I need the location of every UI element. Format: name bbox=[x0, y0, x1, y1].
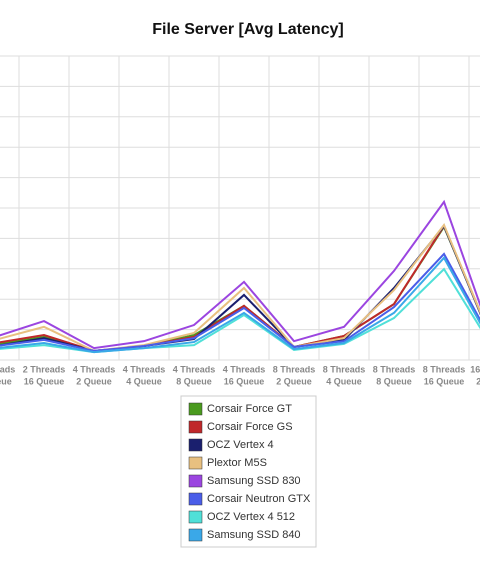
x-tick-label: 4 Threads bbox=[173, 364, 216, 374]
series-line bbox=[0, 223, 480, 352]
legend-label: Corsair Neutron GTX bbox=[207, 493, 311, 505]
legend bbox=[180, 395, 317, 548]
x-tick-label: 16 Queue bbox=[424, 376, 465, 386]
series-line bbox=[0, 256, 480, 354]
x-tick-label: 16 Queue bbox=[224, 376, 265, 386]
x-tick-label: 8 Threads bbox=[423, 364, 466, 374]
legend-label: Samsung SSD 840 bbox=[207, 529, 301, 541]
series-line bbox=[0, 224, 480, 352]
x-tick-label: 8 Queue bbox=[0, 376, 12, 386]
x-tick-label: 2 Queue bbox=[76, 376, 112, 386]
x-tick-label: 4 Threads bbox=[123, 364, 166, 374]
grid bbox=[0, 55, 480, 361]
x-tick-label: 2 Queue bbox=[476, 376, 480, 386]
series-line bbox=[0, 252, 480, 352]
legend-label: Plextor M5S bbox=[207, 457, 267, 469]
legend-swatch bbox=[188, 528, 203, 542]
legend-label: Corsair Force GT bbox=[207, 403, 292, 415]
legend-swatch bbox=[188, 492, 203, 506]
x-tick-label: 8 Threads bbox=[323, 364, 366, 374]
legend-swatch bbox=[188, 438, 203, 452]
legend-swatch bbox=[188, 474, 203, 488]
x-tick-label: 16 Threads bbox=[470, 364, 480, 374]
series-line bbox=[0, 199, 480, 350]
legend-swatch bbox=[188, 420, 203, 434]
x-tick-label: 8 Threads bbox=[373, 364, 416, 374]
legend-label: OCZ Vertex 4 512 bbox=[207, 511, 295, 523]
series-line bbox=[0, 223, 480, 352]
legend-swatch bbox=[188, 510, 203, 524]
x-tick-label: 8 Threads bbox=[273, 364, 316, 374]
legend-label: Samsung SSD 830 bbox=[207, 475, 301, 487]
x-tick-label: 4 Threads bbox=[73, 364, 116, 374]
x-tick-label: 2 Queue bbox=[276, 376, 312, 386]
x-tick-label: 4 Queue bbox=[326, 376, 362, 386]
x-tick-label: 4 Threads bbox=[223, 364, 266, 374]
x-tick-label: 8 Queue bbox=[176, 376, 212, 386]
series-line bbox=[0, 223, 480, 352]
legend-swatch bbox=[188, 456, 203, 470]
x-tick-label: 8 Queue bbox=[376, 376, 412, 386]
legend-swatch bbox=[188, 402, 203, 416]
x-axis: 2 Threads 8 Queue 2 Threads 16 Queue 4 Threa… bbox=[0, 364, 480, 386]
x-tick-label: 16 Queue bbox=[24, 376, 65, 386]
chart-title: File Server [Avg Latency] bbox=[152, 21, 343, 38]
x-tick-label: 4 Queue bbox=[126, 376, 162, 386]
legend-label: OCZ Vertex 4 bbox=[207, 439, 274, 451]
x-tick-label: 2 Threads bbox=[23, 364, 66, 374]
legend-items: Corsair Force GT Corsair Force GS OCZ Vert… bbox=[188, 402, 311, 542]
legend-label: Corsair Force GS bbox=[207, 421, 293, 433]
x-tick-label: 2 Threads bbox=[0, 364, 15, 374]
plot bbox=[0, 199, 480, 354]
